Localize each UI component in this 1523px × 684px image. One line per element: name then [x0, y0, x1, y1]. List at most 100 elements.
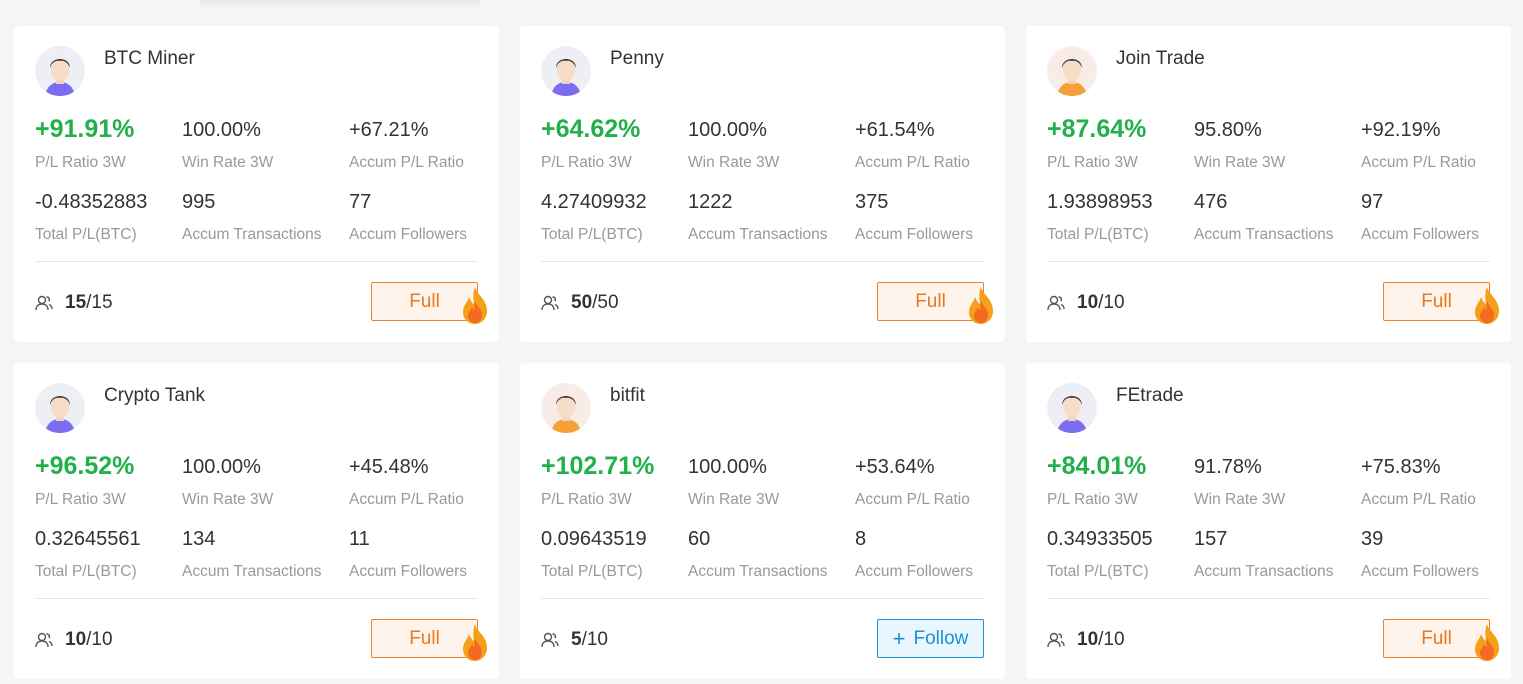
- full-label: Full: [409, 627, 440, 649]
- user-avatar-icon: [35, 46, 85, 96]
- win-rate-3w-label: Win Rate 3W: [182, 154, 274, 171]
- accum-transactions-label: Accum Transactions: [182, 563, 322, 580]
- accum-transactions-value: 134: [182, 528, 216, 550]
- accum-followers-label: Accum Followers: [855, 563, 973, 580]
- accum-pl-ratio-value: +45.48%: [349, 456, 429, 478]
- user-avatar-icon: [35, 383, 85, 433]
- accum-followers-value: 375: [855, 191, 889, 213]
- user-avatar-icon: [541, 383, 591, 433]
- win-rate-3w-label: Win Rate 3W: [688, 154, 780, 171]
- win-rate-3w-label: Win Rate 3W: [688, 491, 780, 508]
- avatar[interactable]: [35, 383, 85, 433]
- full-label: Full: [915, 290, 946, 312]
- users-icon: [541, 632, 559, 648]
- trader-name[interactable]: Join Trade: [1116, 48, 1205, 69]
- full-button[interactable]: Full: [1383, 282, 1499, 324]
- seats-total: /10: [1098, 629, 1125, 650]
- accum-pl-ratio-label: Accum P/L Ratio: [855, 154, 970, 171]
- seat-count: 15/15: [35, 292, 113, 314]
- trader-card[interactable]: Penny +64.62% 100.00% +61.54% P/L Ratio …: [520, 26, 1005, 342]
- pl-ratio-3w-value: +84.01%: [1047, 452, 1147, 480]
- trader-name[interactable]: bitfit: [610, 385, 645, 406]
- full-button[interactable]: Full: [371, 619, 487, 661]
- accum-followers-label: Accum Followers: [1361, 226, 1479, 243]
- accum-pl-ratio-label: Accum P/L Ratio: [349, 491, 464, 508]
- full-label: Full: [409, 290, 440, 312]
- accum-transactions-label: Accum Transactions: [688, 563, 828, 580]
- accum-followers-value: 39: [1361, 528, 1384, 550]
- trader-card[interactable]: BTC Miner +91.91% 100.00% +67.21% P/L Ra…: [14, 26, 499, 342]
- seats-total: /10: [581, 629, 608, 650]
- win-rate-3w-value: 100.00%: [688, 119, 767, 141]
- pl-ratio-3w-value: +91.91%: [35, 115, 135, 143]
- seats-total: /10: [86, 629, 113, 650]
- total-pl-label: Total P/L(BTC): [541, 226, 643, 243]
- accum-pl-ratio-value: +61.54%: [855, 119, 935, 141]
- accum-transactions-value: 995: [182, 191, 216, 213]
- seat-count: 10/10: [35, 629, 113, 651]
- flame-icon: [1475, 287, 1499, 324]
- accum-followers-label: Accum Followers: [349, 226, 467, 243]
- total-pl-value: 0.32645561: [35, 528, 141, 550]
- total-pl-value: 1.93898953: [1047, 191, 1153, 213]
- seats-used: 10: [1077, 629, 1099, 650]
- users-icon: [1047, 632, 1065, 648]
- trader-card[interactable]: bitfit +102.71% 100.00% +53.64% P/L Rati…: [520, 363, 1005, 679]
- divider: [1047, 598, 1490, 599]
- users-icon: [541, 295, 559, 311]
- seats-used: 10: [1077, 292, 1099, 313]
- full-label: Full: [1421, 290, 1452, 312]
- full-button[interactable]: Full: [877, 282, 993, 324]
- accum-pl-ratio-label: Accum P/L Ratio: [1361, 154, 1476, 171]
- accum-followers-label: Accum Followers: [855, 226, 973, 243]
- accum-transactions-value: 1222: [688, 191, 733, 213]
- trader-name[interactable]: BTC Miner: [104, 48, 195, 69]
- total-pl-value: 0.09643519: [541, 528, 647, 550]
- accum-followers-value: 77: [349, 191, 372, 213]
- win-rate-3w-label: Win Rate 3W: [182, 491, 274, 508]
- follow-label: Follow: [913, 627, 969, 649]
- total-pl-label: Total P/L(BTC): [35, 563, 137, 580]
- full-button[interactable]: Full: [1383, 619, 1499, 661]
- pl-ratio-3w-value: +87.64%: [1047, 115, 1147, 143]
- total-pl-value: 4.27409932: [541, 191, 647, 213]
- win-rate-3w-value: 95.80%: [1194, 119, 1262, 141]
- avatar[interactable]: [1047, 383, 1097, 433]
- total-pl-label: Total P/L(BTC): [1047, 226, 1149, 243]
- avatar[interactable]: [541, 383, 591, 433]
- follow-button[interactable]: + Follow: [877, 619, 984, 658]
- win-rate-3w-label: Win Rate 3W: [1194, 491, 1286, 508]
- accum-pl-ratio-value: +92.19%: [1361, 119, 1441, 141]
- pl-ratio-3w-label: P/L Ratio 3W: [541, 491, 632, 508]
- plus-icon: +: [892, 625, 906, 651]
- trader-card[interactable]: Crypto Tank +96.52% 100.00% +45.48% P/L …: [14, 363, 499, 679]
- full-button[interactable]: Full: [371, 282, 487, 324]
- users-icon: [35, 295, 53, 311]
- accum-transactions-label: Accum Transactions: [182, 226, 322, 243]
- divider: [541, 598, 984, 599]
- trader-name[interactable]: FEtrade: [1116, 385, 1184, 406]
- trader-name[interactable]: Crypto Tank: [104, 385, 206, 406]
- trader-name[interactable]: Penny: [610, 48, 664, 69]
- seat-count: 10/10: [1047, 629, 1125, 651]
- avatar[interactable]: [541, 46, 591, 96]
- trader-card[interactable]: Join Trade +87.64% 95.80% +92.19% P/L Ra…: [1026, 26, 1511, 342]
- trader-card[interactable]: FEtrade +84.01% 91.78% +75.83% P/L Ratio…: [1026, 363, 1511, 679]
- seats-used: 10: [65, 629, 87, 650]
- users-icon: [1047, 295, 1065, 311]
- accum-followers-label: Accum Followers: [349, 563, 467, 580]
- accum-pl-ratio-label: Accum P/L Ratio: [349, 154, 464, 171]
- avatar[interactable]: [1047, 46, 1097, 96]
- user-avatar-icon: [541, 46, 591, 96]
- avatar[interactable]: [35, 46, 85, 96]
- accum-pl-ratio-label: Accum P/L Ratio: [855, 491, 970, 508]
- accum-followers-value: 8: [855, 528, 867, 550]
- flame-icon: [463, 624, 487, 661]
- pl-ratio-3w-label: P/L Ratio 3W: [1047, 154, 1138, 171]
- user-avatar-icon: [1047, 46, 1097, 96]
- accum-transactions-value: 60: [688, 528, 711, 550]
- win-rate-3w-value: 100.00%: [182, 119, 261, 141]
- accum-transactions-label: Accum Transactions: [688, 226, 828, 243]
- seat-count: 50/50: [541, 292, 619, 314]
- accum-pl-ratio-label: Accum P/L Ratio: [1361, 491, 1476, 508]
